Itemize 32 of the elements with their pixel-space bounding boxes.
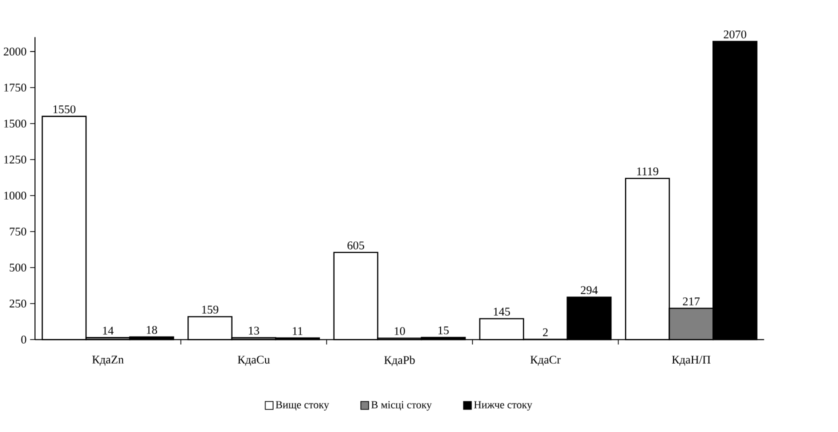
data-label: 1119	[637, 168, 658, 176]
data-label: 15	[438, 326, 449, 334]
x-tick-label: КдаCu	[238, 356, 270, 366]
x-tick-label: КдаН/П	[672, 356, 710, 366]
y-tick-label: 2000	[4, 48, 26, 56]
data-label: 13	[248, 326, 260, 335]
data-label: 18	[146, 326, 158, 334]
y-tick-label: 500	[10, 264, 26, 272]
y-tick-label: 0	[21, 336, 26, 344]
data-label: 159	[202, 306, 218, 314]
x-tick-label: КдаZn	[92, 356, 124, 366]
y-tick-label: 1750	[4, 84, 26, 92]
y-tick-label: 750	[10, 228, 26, 236]
data-label: 2070	[724, 30, 746, 39]
legend-label: Нижче стоку	[474, 401, 532, 411]
x-tick-label: КдаPb	[384, 356, 415, 366]
data-label: 1550	[53, 106, 76, 114]
legend-label: Вище стоку	[276, 401, 330, 411]
data-label: 217	[682, 298, 700, 306]
data-label: 2	[542, 328, 548, 336]
data-label: 294	[580, 286, 598, 294]
x-tick-label: КдаCr	[530, 356, 561, 366]
y-tick-label: 1000	[4, 192, 26, 200]
data-label: 145	[494, 308, 510, 316]
y-tick-label: 1500	[4, 120, 26, 128]
data-label: 10	[394, 327, 405, 336]
y-tick-label: 250	[10, 300, 26, 308]
data-label: 11	[292, 327, 302, 336]
y-tick-label: 1250	[4, 156, 26, 164]
legend-label: В місці стоку	[371, 401, 432, 411]
data-label: 605	[348, 242, 364, 250]
data-label: 14	[103, 326, 114, 335]
